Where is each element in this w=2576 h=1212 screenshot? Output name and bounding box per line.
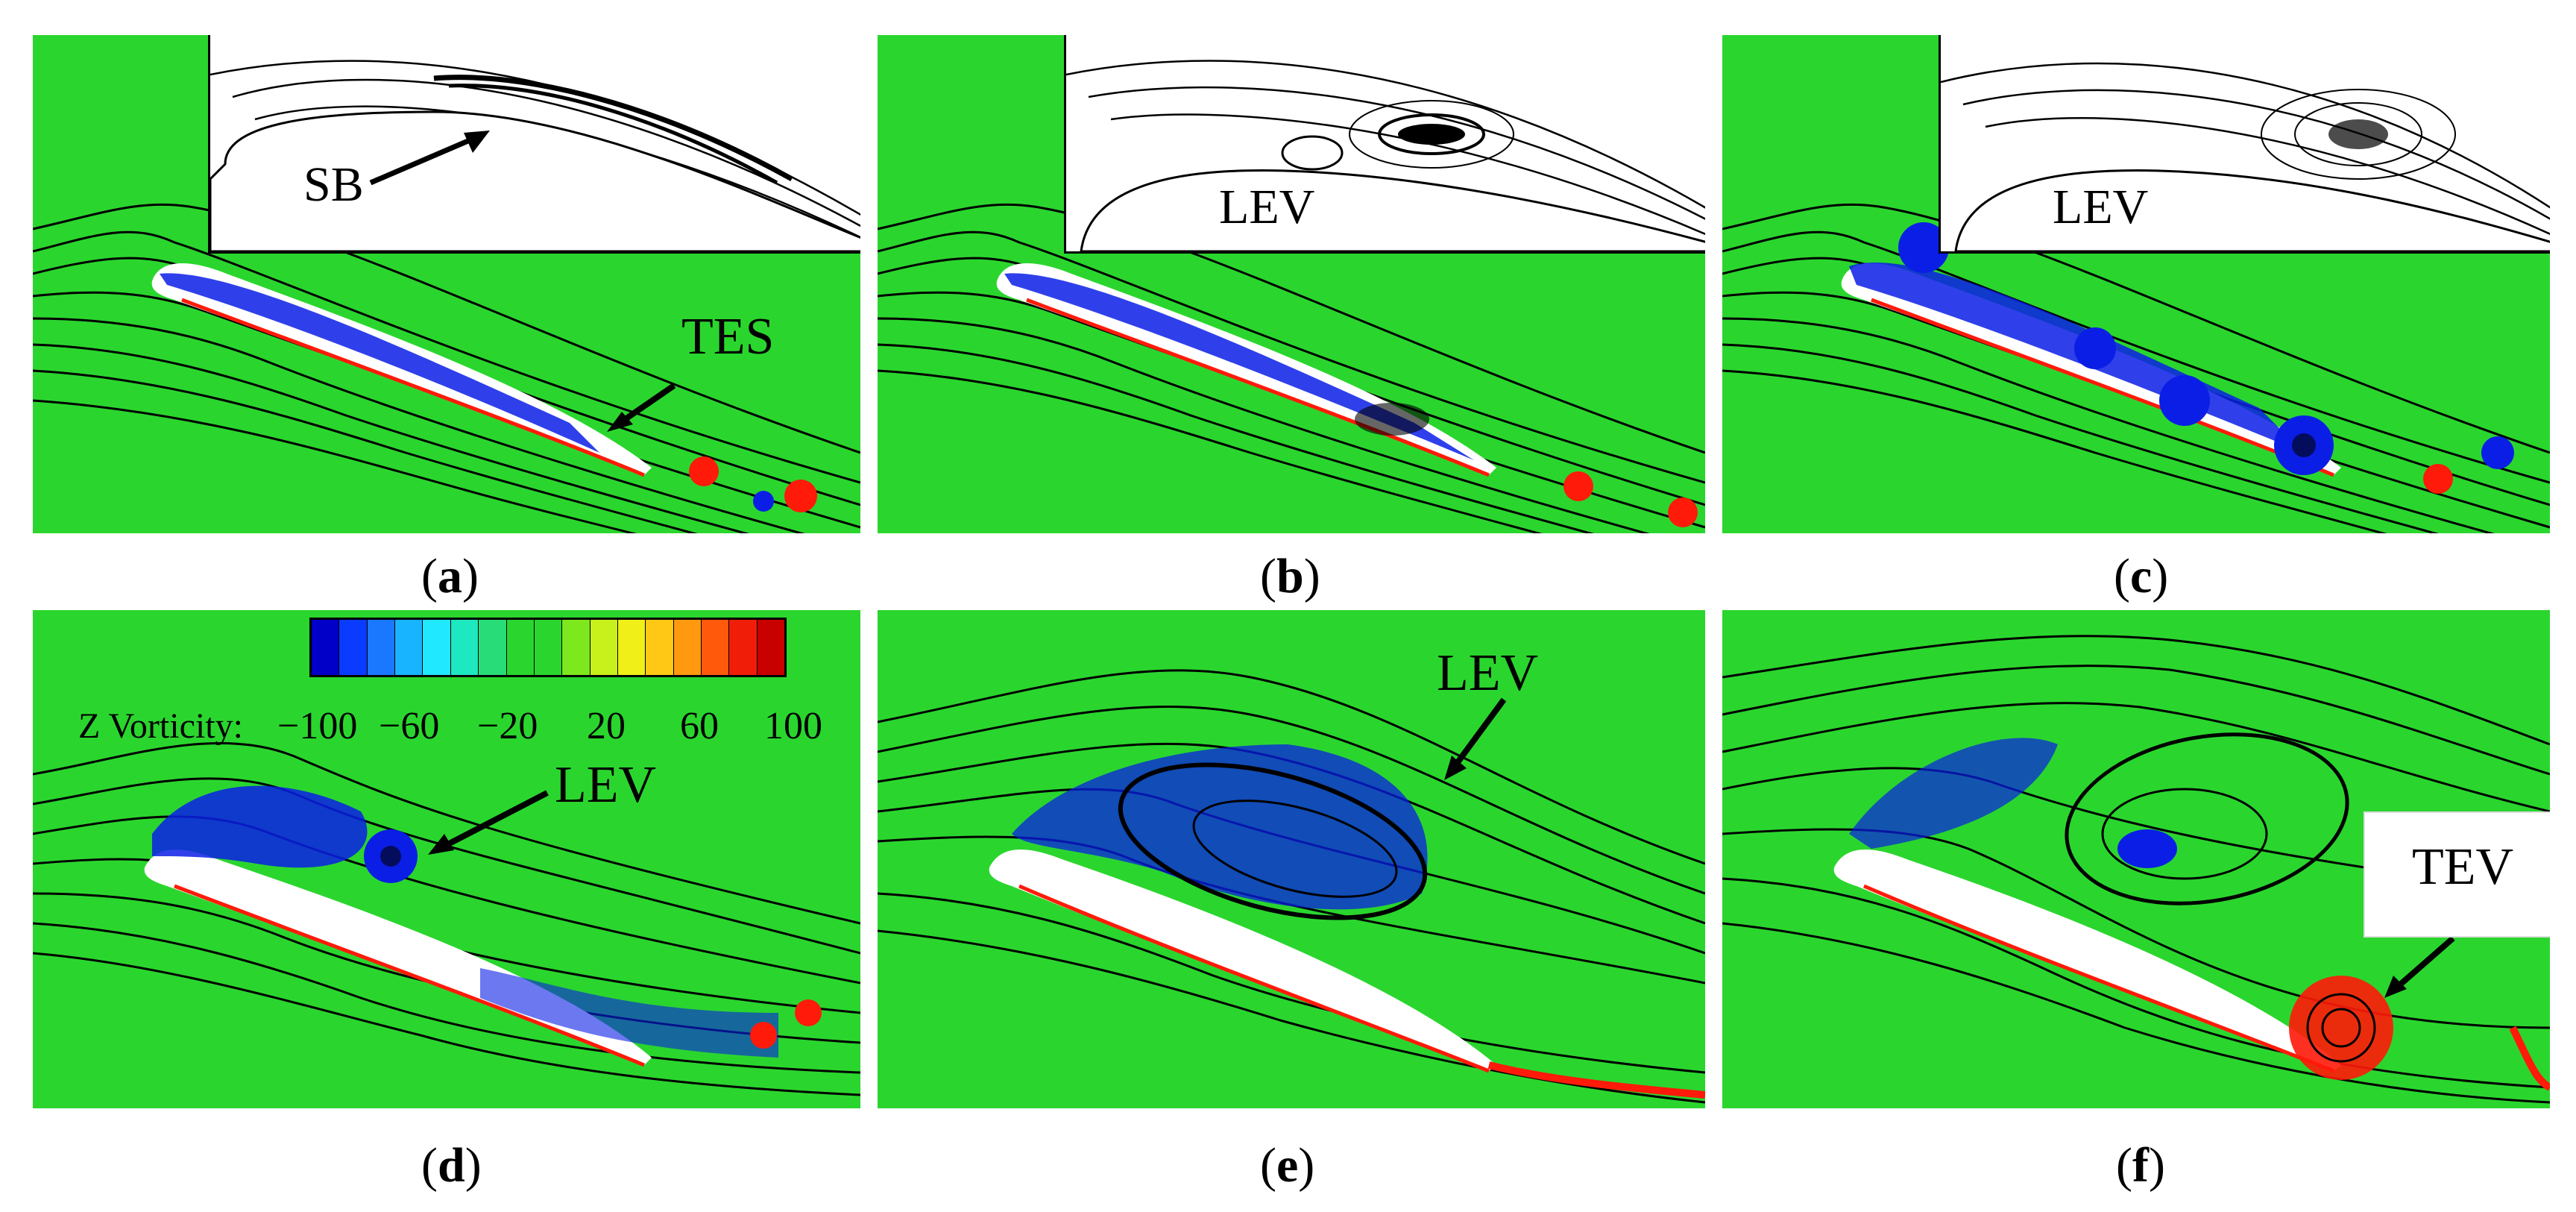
caption-letter: f <box>2132 1138 2149 1193</box>
colorbar-swatch <box>590 620 618 675</box>
caption-f: (f) <box>2116 1138 2165 1193</box>
caption-letter: e <box>1276 1138 1299 1193</box>
colorbar-tick: −60 <box>379 705 440 747</box>
flow-field-c <box>1722 203 2550 533</box>
colorbar-tick: −100 <box>277 705 358 747</box>
panel-a: TES SB <box>33 35 860 533</box>
caption-d: (d) <box>421 1138 482 1193</box>
caption-a: (a) <box>421 549 479 603</box>
inset-streamlines-b <box>1066 60 1705 251</box>
colorbar-swatch <box>312 620 340 675</box>
colorbar-swatch <box>450 620 479 675</box>
colorbar-swatch <box>562 620 591 675</box>
panel-e: LEV <box>878 610 1705 1108</box>
colorbar-swatch <box>757 620 785 675</box>
annotation-tev: TEV <box>2412 838 2514 896</box>
inset-a: SB <box>208 35 860 254</box>
caption-c: (c) <box>2114 549 2169 603</box>
colorbar-tick: −20 <box>477 705 538 747</box>
inset-streamlines-a <box>210 60 860 251</box>
colorbar-swatch <box>479 620 507 675</box>
caption-letter: a <box>437 549 462 603</box>
colorbar-swatch <box>617 620 646 675</box>
colorbar-swatch <box>673 620 702 675</box>
inset-label-lev-c: LEV <box>2053 180 2149 234</box>
flow-field-d <box>33 741 860 1096</box>
inset-label-sb: SB <box>303 157 364 212</box>
inset-c: LEV <box>1939 35 2550 254</box>
inset-label-lev-b: LEV <box>1219 180 1315 234</box>
flow-field-a <box>33 203 860 533</box>
caption-b: (b) <box>1260 549 1320 603</box>
tev-label-box <box>2364 811 2550 938</box>
flow-field-e <box>878 669 1705 1104</box>
caption-e: (e) <box>1260 1138 1315 1193</box>
annotation-lev-d: LEV <box>555 756 657 814</box>
colorbar-tick: 100 <box>764 705 822 747</box>
caption-letter: b <box>1276 549 1304 603</box>
colorbar-swatch <box>367 620 396 675</box>
panel-b: LEV <box>878 35 1705 533</box>
colorbar-tick: 20 <box>587 705 626 747</box>
colorbar-swatch <box>729 620 758 675</box>
annotation-tes: TES <box>681 308 775 365</box>
caption-letter: c <box>2129 549 2153 603</box>
panel-c: LEV <box>1722 35 2550 533</box>
vorticity-colorbar <box>309 618 787 677</box>
panel-d: LEV <box>33 610 860 1108</box>
colorbar-swatch <box>534 620 563 675</box>
colorbar-tick: 60 <box>680 705 719 747</box>
annotation-lev-e: LEV <box>1437 644 1539 702</box>
caption-letter: d <box>437 1138 465 1193</box>
inset-b: LEV <box>1064 35 1705 254</box>
colorbar-swatch <box>423 620 451 675</box>
colorbar-swatch <box>395 620 423 675</box>
colorbar-swatch <box>702 620 730 675</box>
colorbar-swatch <box>339 620 368 675</box>
flow-field-f <box>1722 635 2550 1104</box>
colorbar-title: Z Vorticity: <box>78 706 243 746</box>
flow-field-b <box>878 203 1705 533</box>
panel-f: TEV <box>1722 610 2550 1108</box>
colorbar-swatch <box>506 620 535 675</box>
inset-streamlines-c <box>1941 62 2550 251</box>
colorbar-swatch <box>646 620 674 675</box>
